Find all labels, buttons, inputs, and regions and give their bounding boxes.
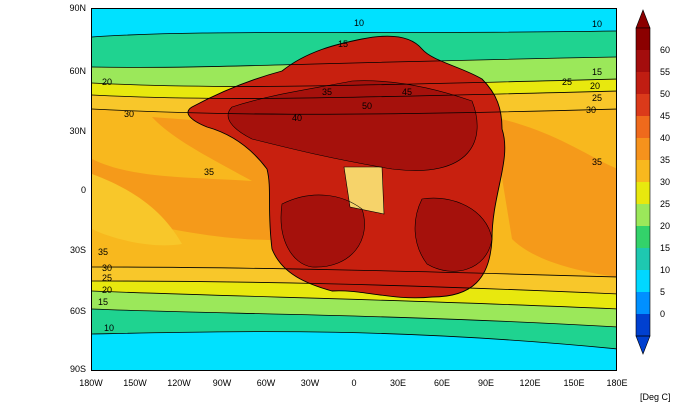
colorbar-segment [636, 72, 650, 95]
contour-label: 20 [102, 77, 112, 87]
x-axis-label: 60W [256, 378, 276, 388]
colorbar-outline [635, 27, 651, 337]
contour-label: 15 [592, 67, 602, 77]
x-axis-label: 0 [351, 378, 357, 388]
contour-label: 35 [322, 87, 332, 97]
contour-label: 45 [402, 87, 412, 97]
colorbar-tick-label: 55 [660, 67, 671, 77]
x-axis-label: 30E [389, 378, 407, 388]
x-axis-label: 90W [212, 378, 232, 388]
x-axis-label: 60E [433, 378, 451, 388]
x-axis-label: 150E [563, 378, 585, 388]
colorbar-segment [636, 314, 650, 337]
colorbar-segment [636, 160, 650, 183]
colorbar-bottom-arrow [635, 335, 651, 355]
y-axis-label: 90N [69, 3, 86, 13]
contour-label: 25 [592, 93, 602, 103]
contour-label: 20 [590, 81, 600, 91]
contour-line [92, 331, 616, 350]
colorbar-tick-label: 5 [660, 287, 666, 297]
contour-line [92, 90, 616, 99]
contour-label: 15 [98, 297, 108, 307]
colorbar-segment [636, 28, 650, 51]
colorbar-segment [636, 226, 650, 249]
contour-line [92, 280, 616, 295]
y-axis-label: 90S [69, 364, 86, 374]
contour-line [92, 266, 616, 278]
colorbar-tick-label: 25 [660, 199, 671, 209]
x-axis-label: 30W [300, 378, 320, 388]
contour-line [227, 80, 478, 171]
colorbar-top-arrow [635, 9, 651, 29]
contour-label: 35 [204, 167, 214, 177]
colorbar-segment [636, 138, 650, 161]
colorbar-segment [636, 270, 650, 293]
contour-line [92, 56, 616, 68]
colorbar-tick-label: 50 [660, 89, 671, 99]
y-axis-label: 60S [69, 306, 86, 316]
y-axis-label: 30S [69, 245, 86, 255]
hot-core-north [228, 80, 478, 171]
contour-label: 10 [592, 19, 602, 29]
colorbar-segment [636, 292, 650, 315]
contour-line [92, 308, 616, 328]
map-canvas: 10 15 20 25 30 35 35 30 25 20 15 10 50 4… [92, 9, 616, 370]
contour-label: 25 [562, 77, 572, 87]
colorbar-segment [636, 204, 650, 227]
colorbar-tick-label: 35 [660, 155, 671, 165]
colorbar-tick-label: 15 [660, 243, 671, 253]
contour-label: 50 [362, 101, 372, 111]
colorbar-tick-label: 30 [660, 177, 671, 187]
colorbar-tick-label: 10 [660, 265, 671, 275]
inland-sea [344, 167, 384, 214]
contour-line [92, 78, 616, 87]
colorbar-tick-label: 60 [660, 45, 671, 55]
contour-label: 15 [338, 39, 348, 49]
colorbar-segment [636, 50, 650, 73]
y-axis-label: 60N [69, 66, 86, 76]
hot-core-southwest [281, 194, 365, 268]
x-axis-label: 180E [606, 378, 628, 388]
colorbar-tick-label: 40 [660, 133, 671, 143]
colorbar-tick-label: 20 [660, 221, 671, 231]
colorbar [635, 9, 651, 355]
colorbar-unit-label: [Deg C] [640, 392, 671, 402]
y-axis-label: 0 [80, 185, 86, 195]
contour-label: 40 [292, 113, 302, 123]
colorbar-tick-label: 0 [660, 309, 666, 319]
x-axis-label: 120W [167, 378, 191, 388]
contour-line [92, 30, 616, 38]
x-axis-label: 150W [123, 378, 147, 388]
colorbar-segment [636, 116, 650, 139]
contour-line [414, 197, 493, 272]
colorbar-tick-label: 45 [660, 111, 671, 121]
contour-label: 20 [102, 285, 112, 295]
contour-label: 30 [102, 263, 112, 273]
contour-line [280, 194, 365, 268]
warm-ocean-east [492, 117, 616, 277]
contour-label: 35 [98, 247, 108, 257]
colorbar-segment [636, 248, 650, 271]
contour-label: 25 [102, 273, 112, 283]
x-axis-label: 90E [477, 378, 495, 388]
hot-core-southeast [415, 198, 492, 272]
contour-label: 10 [354, 18, 364, 28]
temperature-map: 10 15 20 25 30 35 35 30 25 20 15 10 50 4… [91, 8, 617, 371]
contour-line [92, 108, 616, 115]
coastline [343, 166, 385, 215]
x-axis-label: 180W [79, 378, 103, 388]
colorbar-segment [636, 94, 650, 117]
contour-label: 30 [124, 109, 134, 119]
contour-label: 35 [592, 157, 602, 167]
x-axis-label: 120E [519, 378, 541, 388]
contour-label: 30 [586, 105, 596, 115]
contour-line [92, 290, 616, 310]
contour-label: 10 [104, 323, 114, 333]
cool-tongue [92, 174, 182, 246]
colorbar-segment [636, 182, 650, 205]
y-axis-label: 30N [69, 126, 86, 136]
